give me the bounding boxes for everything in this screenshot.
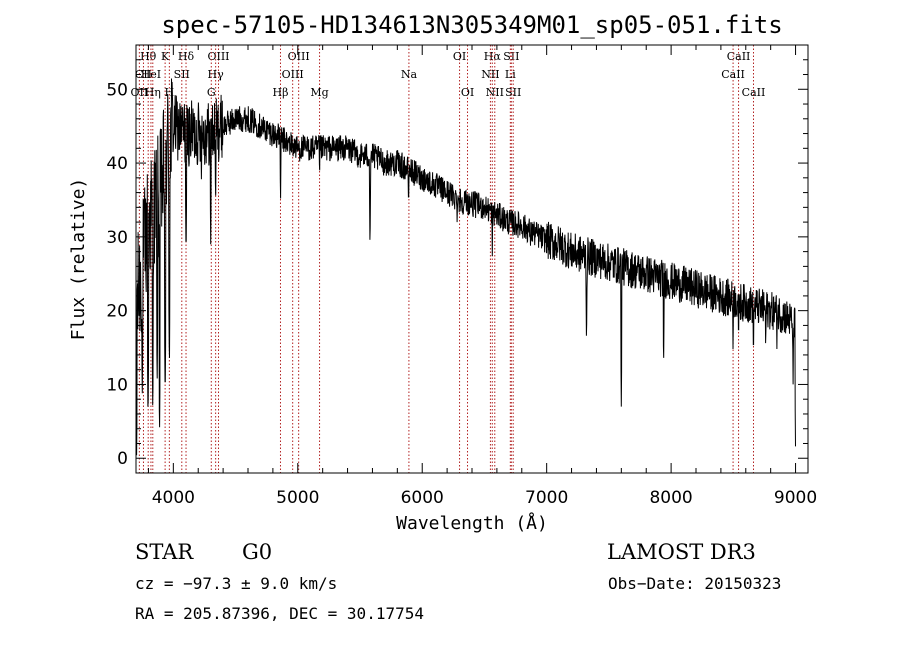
y-tick-label: 20	[106, 302, 128, 322]
line-label: CaII	[742, 86, 766, 99]
y-tick-label: 50	[106, 80, 128, 100]
y-axis-label: Flux (relative)	[68, 178, 89, 341]
x-tick-label: 5000	[276, 488, 319, 508]
line-label: SII	[503, 50, 519, 63]
x-tick-label: 4000	[152, 488, 195, 508]
redshift-cz: cz = −97.3 ± 9.0 km/s	[135, 574, 338, 593]
object-subclass: G0	[242, 540, 273, 564]
line-label: H	[165, 86, 175, 99]
line-label: K	[161, 50, 170, 63]
line-label: OI	[453, 50, 466, 63]
spectrum-line	[135, 78, 796, 456]
line-label: NII	[486, 86, 504, 99]
line-label: SII	[505, 86, 521, 99]
line-label: G	[207, 86, 216, 99]
y-tick-label: 40	[106, 154, 128, 174]
x-tick-label: 8000	[649, 488, 692, 508]
line-label: SII	[174, 68, 190, 81]
spectrum-series	[135, 78, 796, 456]
line-label: Hη	[145, 86, 161, 99]
chart-title: spec-57105-HD134613N305349M01_sp05-051.f…	[161, 11, 782, 39]
x-tick-label: 7000	[525, 488, 568, 508]
y-tick-label: 30	[106, 228, 128, 248]
line-label: CII	[135, 68, 152, 81]
x-tick-label: 9000	[774, 488, 817, 508]
survey-name: LAMOST DR3	[607, 540, 756, 564]
line-label: OIII	[207, 50, 229, 63]
line-label: Hα	[484, 50, 502, 63]
x-axis-label: Wavelength (Å)	[396, 512, 548, 534]
obs-date: Obs−Date: 20150323	[608, 574, 782, 593]
y-tick-label: 10	[106, 375, 128, 395]
x-tick-label: 6000	[401, 488, 444, 508]
line-label: HeI	[141, 68, 161, 81]
line-label: Li	[505, 68, 516, 81]
line-label: OI	[461, 86, 474, 99]
line-label: Mg	[310, 86, 328, 99]
line-label: NII	[481, 68, 499, 81]
line-label: Hγ	[208, 68, 225, 81]
y-tick-label: 0	[117, 449, 128, 469]
line-label: OIII	[288, 50, 310, 63]
line-label: Na	[401, 68, 418, 81]
line-label: Hβ	[273, 86, 289, 99]
line-label: Hθ	[140, 50, 157, 63]
line-label: OIII	[282, 68, 304, 81]
object-class: STAR	[135, 540, 194, 564]
line-label: Hδ	[178, 50, 195, 63]
line-label: CaII	[727, 50, 751, 63]
ra-dec: RA = 205.87396, DEC = 30.17754	[135, 604, 424, 623]
line-label: CaII	[721, 68, 745, 81]
axis-ticks: 4000 5000 6000 7000 8000 9000 0 10 20 30 40 50	[106, 45, 817, 508]
